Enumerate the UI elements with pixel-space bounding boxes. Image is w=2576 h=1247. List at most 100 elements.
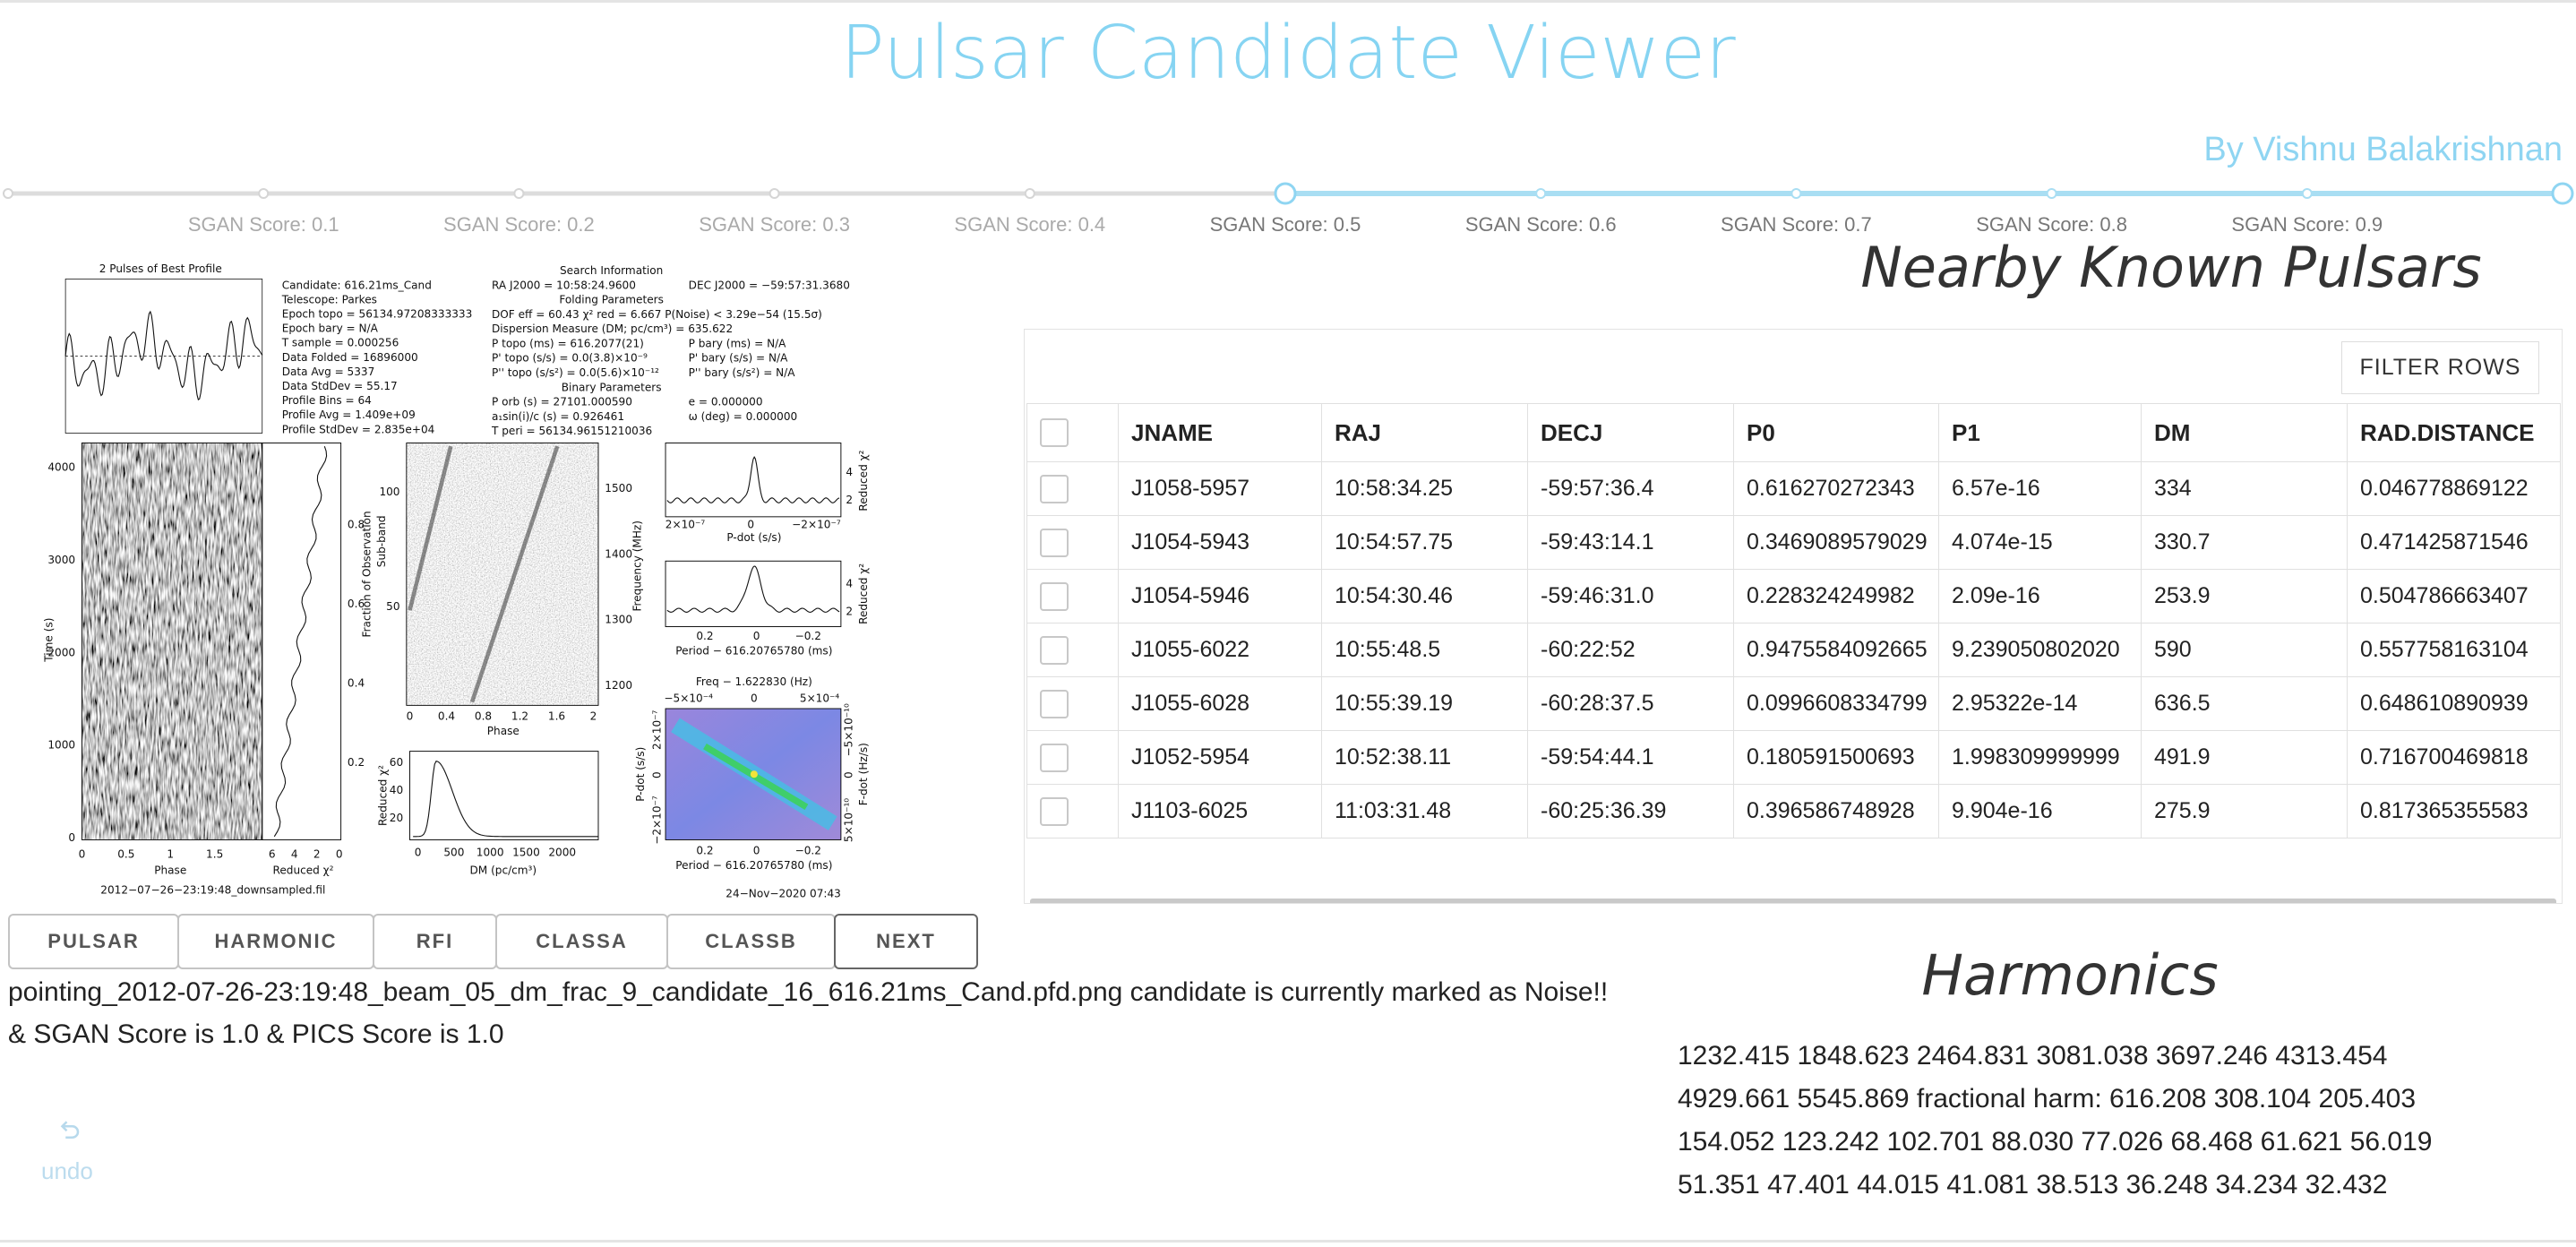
table-cell: 11:03:31.48 [1321, 784, 1528, 838]
label-button[interactable]: CLASSB [666, 914, 836, 969]
search-value: P orb (s) = 27101.000590 [492, 396, 632, 408]
tick-label: −5×10⁻⁴ [664, 692, 713, 705]
slider-dot [3, 188, 13, 199]
search-heading: Binary Parameters [562, 381, 662, 393]
tick-label: 3000 [47, 554, 75, 566]
label-button[interactable]: NEXT [834, 914, 978, 969]
undo-label[interactable]: undo [41, 1157, 93, 1184]
tick-label: 0 [336, 847, 343, 860]
checkbox-cell [1026, 461, 1119, 516]
axis-label: Reduced χ² [857, 563, 870, 624]
tick-label: 500 [443, 847, 464, 859]
label-button[interactable]: CLASSA [495, 914, 668, 969]
candidate-info: T sample = 0.000256 [281, 337, 399, 349]
table-cell: 0.3469089579029 [1733, 515, 1939, 570]
tick-label: 1000 [47, 739, 75, 752]
table-cell: 334 [2141, 461, 2348, 516]
tick-label: 20 [390, 812, 403, 824]
tick-label: 60 [390, 756, 403, 769]
tick-label: 1 [167, 847, 174, 860]
checkbox[interactable] [1040, 474, 1069, 503]
tick-label: 1.6 [548, 710, 565, 723]
column-header[interactable]: RAD.DISTANCE [2347, 403, 2561, 462]
candidate-info: Profile Avg = 1.409e+09 [282, 408, 416, 421]
tick-label: 0.4 [438, 710, 455, 723]
harmonics-line: 1232.415 1848.623 2464.831 3081.038 3697… [1678, 1041, 2388, 1071]
profile-curve [64, 310, 263, 400]
column-header[interactable]: P0 [1733, 403, 1939, 462]
slider-mark-label: SGAN Score: 0.7 [1721, 213, 1872, 236]
column-header[interactable]: DECJ [1527, 403, 1734, 462]
column-header[interactable]: DM [2141, 403, 2348, 462]
undo-icon[interactable] [56, 1116, 82, 1143]
slider-mark-label: SGAN Score: 0.3 [699, 213, 850, 236]
slider-dot [2301, 188, 2313, 199]
tick-label: −2×10⁻⁷ [792, 519, 841, 531]
checkbox[interactable] [1040, 796, 1069, 826]
candidate-info: Epoch bary = N/A [282, 322, 379, 335]
slider-handle[interactable] [2551, 182, 2574, 205]
column-header[interactable]: RAJ [1321, 403, 1528, 462]
candidate-info: Data Avg = 5337 [282, 366, 375, 378]
slider-dot [258, 188, 270, 199]
subband-streak [469, 445, 560, 703]
table-cell: J1054-5943 [1118, 515, 1322, 570]
page-title: Pulsar Candidate Viewer [840, 11, 1736, 96]
checkbox[interactable] [1040, 528, 1069, 557]
tick-label: 0 [68, 831, 75, 844]
checkbox[interactable] [1040, 743, 1069, 772]
checkbox[interactable] [1040, 581, 1069, 611]
table-cell: -60:28:37.5 [1527, 676, 1734, 731]
search-value: DEC J2000 = −59:57:31.3680 [689, 279, 850, 291]
panel-title: Freq − 1.622830 (Hz) [696, 675, 812, 688]
table-cell: 0.616270272343 [1733, 461, 1939, 516]
table-cell: -60:22:52 [1527, 623, 1734, 677]
table-cell: 10:58:34.25 [1321, 461, 1528, 516]
tick-label: 0 [407, 710, 414, 723]
checkbox[interactable] [1040, 418, 1069, 447]
checkbox[interactable] [1040, 635, 1069, 665]
tick-label: 2×10⁻⁷ [665, 519, 706, 531]
table-cell: 330.7 [2141, 515, 2348, 570]
tick-label: 2 [846, 494, 853, 506]
table-cell: 2.95322e-14 [1938, 676, 2142, 731]
tick-label: 2×10⁻⁷ [650, 710, 663, 750]
tick-label: 1500 [512, 847, 540, 859]
axis-label: P-dot (s/s) [726, 531, 781, 544]
table-row: J1055-6028 10:55:39.19 -60:28:37.5 0.099660… [1026, 676, 2561, 731]
dm-frame [409, 751, 599, 840]
table-cell: 636.5 [2141, 676, 2348, 731]
slider-handle[interactable] [1274, 182, 1297, 205]
label-button[interactable]: HARMONIC [177, 914, 374, 969]
slider-dot [769, 188, 780, 199]
table-cell: 9.904e-16 [1938, 784, 2142, 838]
known-pulsars-heading: Nearby Known Pulsars [1860, 235, 2482, 300]
table-row: J1054-5943 10:54:57.75 -59:43:14.1 0.346908… [1026, 515, 2561, 570]
checkbox-cell [1026, 784, 1119, 838]
table-cell: 0.396586748928 [1733, 784, 1939, 838]
filter-rows-button[interactable]: FILTER ROWS [2341, 341, 2539, 394]
label-button[interactable]: RFI [373, 914, 497, 969]
search-heading: Folding Parameters [559, 294, 664, 306]
tick-label: 2 [846, 606, 853, 618]
tick-label: 0 [79, 847, 86, 860]
table-cell: 0.817365355583 [2347, 784, 2561, 838]
checkbox-cell [1026, 676, 1119, 731]
tick-label: 50 [386, 600, 399, 613]
slider-mark-label: SGAN Score: 0.2 [443, 213, 595, 236]
tick-label: 0.8 [475, 710, 492, 723]
byline: By Vishnu Balakrishnan [2203, 131, 2563, 168]
scrollbar[interactable] [1030, 899, 2556, 903]
column-header[interactable]: JNAME [1118, 403, 1322, 462]
tick-label: 1000 [477, 847, 504, 859]
table-cell: -59:57:36.4 [1527, 461, 1734, 516]
table-row: J1054-5946 10:54:30.46 -59:46:31.0 0.228324… [1026, 569, 2561, 624]
label-button[interactable]: PULSAR [8, 914, 179, 969]
column-header[interactable]: P1 [1938, 403, 2142, 462]
tick-label: 1.2 [511, 710, 528, 723]
subband-frame [406, 443, 599, 706]
harmonics-heading: Harmonics [1921, 942, 2219, 1008]
slider-mark-label: SGAN Score: 0.8 [1976, 213, 2127, 236]
table-cell: 0.504786663407 [2347, 569, 2561, 624]
checkbox[interactable] [1040, 689, 1069, 718]
